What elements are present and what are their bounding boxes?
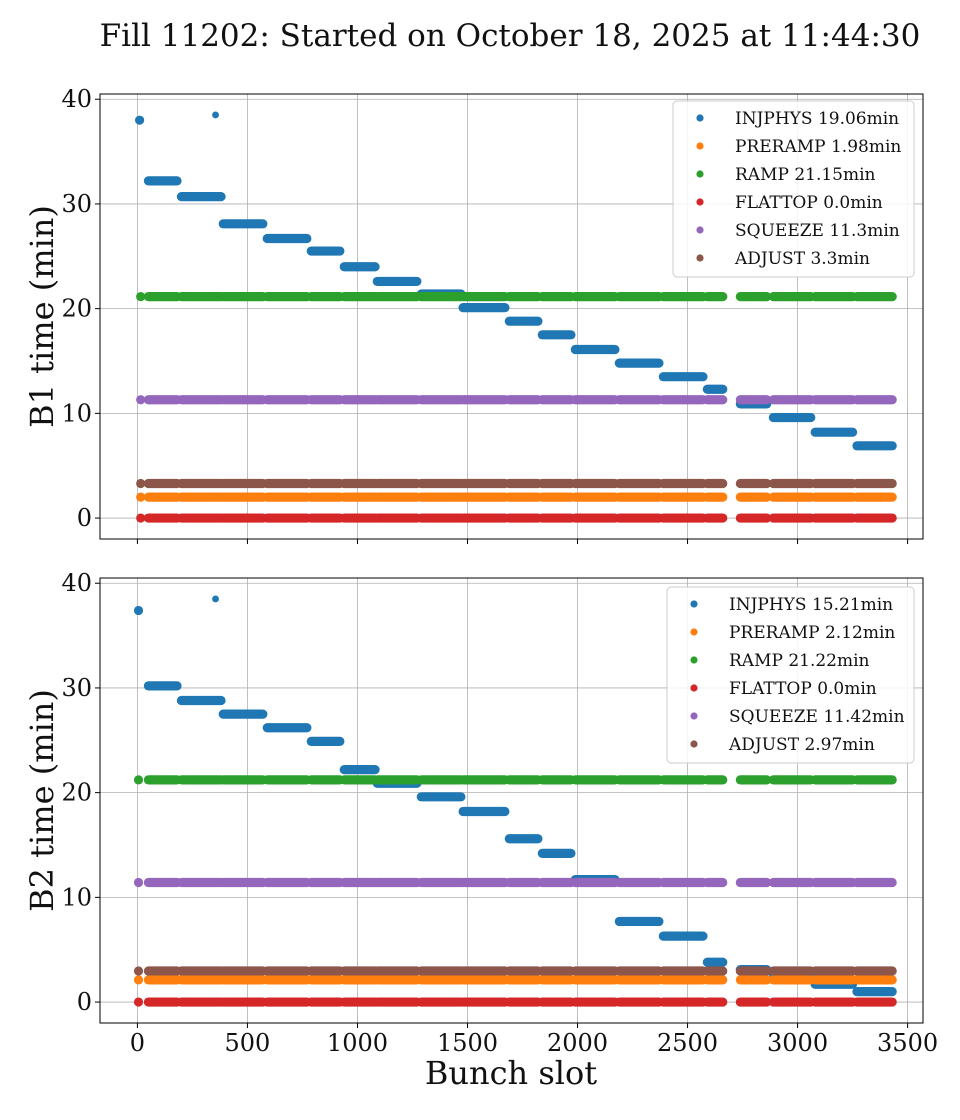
- b2-series-ramp: [133, 775, 897, 785]
- b2-time-panel: 0 10 20 30 40 0 500 1000 1500 2000 2500 3000 3500 B2 …: [23, 569, 938, 1057]
- legend-label: SQUEEZE 11.42min: [729, 707, 905, 727]
- legend-marker: [690, 656, 698, 664]
- x-tick-label: 2000: [547, 1029, 608, 1057]
- data-point: [133, 966, 144, 976]
- y-tick-label: 0: [77, 504, 92, 532]
- b2-series-preramp: [133, 975, 897, 985]
- legend-marker: [696, 226, 704, 234]
- b2-axes-frame: [99, 577, 924, 1024]
- figure-title: Fill 11202: Started on October 18, 2025 …: [99, 18, 921, 54]
- data-point: [135, 115, 145, 125]
- b2-legend: INJPHYS 15.21min PRERAMP 2.12min RAMP 21.2…: [666, 586, 915, 764]
- data-point: [212, 595, 219, 603]
- data-point: [133, 775, 144, 785]
- data-point: [133, 997, 144, 1007]
- b1-y-axis-label: B1 time (min): [23, 205, 61, 428]
- legend-label: INJPHYS 15.21min: [729, 595, 893, 615]
- data-point: [133, 605, 144, 616]
- b2-series-squeeze: [133, 877, 897, 888]
- x-axis-label: Bunch slot: [425, 1054, 597, 1092]
- data-point: [136, 478, 146, 489]
- y-tick-label: 20: [61, 779, 92, 807]
- data-point: [133, 877, 144, 888]
- legend-marker: [696, 254, 704, 262]
- legend-marker: [696, 170, 704, 178]
- legend-label: SQUEEZE 11.3min: [735, 221, 900, 241]
- b1-series-preramp: [136, 492, 897, 502]
- legend-label: FLATTOP 0.0min: [735, 193, 883, 213]
- legend-label: RAMP 21.22min: [729, 651, 870, 671]
- data-point: [136, 513, 146, 523]
- legend-frame: [672, 100, 915, 278]
- data-point: [212, 111, 219, 119]
- x-tick-label: 500: [225, 1029, 271, 1057]
- b2-y-axis-label: B2 time (min): [23, 689, 61, 912]
- legend-marker: [690, 684, 698, 692]
- b1-time-panel: 0 10 20 30 40 B1 time (min) INJPHYS 19.06min PR…: [23, 85, 924, 544]
- data-point: [136, 292, 146, 302]
- data-point: [136, 492, 146, 502]
- legend-label: PRERAMP 2.12min: [729, 623, 895, 643]
- legend-marker: [696, 142, 704, 150]
- b1-axes-frame: [99, 93, 924, 540]
- b1-series-squeeze: [136, 395, 897, 405]
- y-tick-label: 20: [61, 295, 92, 323]
- b2-series-flattop: [133, 997, 897, 1007]
- legend-label: ADJUST 2.97min: [728, 735, 875, 755]
- legend-marker: [696, 198, 704, 206]
- y-tick-label: 10: [61, 883, 92, 911]
- data-point: [133, 975, 144, 985]
- legend-marker: [690, 600, 698, 608]
- legend-label: RAMP 21.15min: [735, 165, 876, 185]
- legend-marker: [690, 628, 698, 636]
- x-tick-label: 3500: [877, 1029, 938, 1057]
- b1-series-adjust: [136, 478, 897, 489]
- legend-marker: [696, 114, 704, 122]
- data-point: [136, 395, 146, 405]
- legend-frame: [666, 586, 915, 764]
- y-tick-label: 30: [61, 190, 92, 218]
- x-tick-label: 0: [130, 1029, 145, 1057]
- legend-label: PRERAMP 1.98min: [735, 137, 901, 157]
- legend-marker: [690, 740, 698, 748]
- x-tick-label: 3000: [767, 1029, 828, 1057]
- b1-series-flattop: [136, 513, 897, 523]
- y-tick-label: 10: [61, 399, 92, 427]
- y-tick-label: 40: [61, 85, 92, 113]
- y-tick-label: 0: [77, 988, 92, 1016]
- x-tick-label: 2500: [657, 1029, 718, 1057]
- b1-legend: INJPHYS 19.06min PRERAMP 1.98min RAMP 21.1…: [672, 100, 915, 278]
- legend-marker: [690, 712, 698, 720]
- legend-label: ADJUST 3.3min: [734, 249, 870, 269]
- x-tick-label: 1500: [437, 1029, 498, 1057]
- b2-series-adjust: [133, 966, 897, 976]
- b1-series-ramp: [136, 292, 897, 302]
- legend-label: INJPHYS 19.06min: [735, 109, 899, 129]
- x-tick-label: 1000: [327, 1029, 388, 1057]
- b1-series-injphys: [135, 111, 897, 451]
- legend-label: FLATTOP 0.0min: [729, 679, 877, 699]
- y-tick-label: 40: [61, 569, 92, 597]
- y-tick-label: 30: [61, 674, 92, 702]
